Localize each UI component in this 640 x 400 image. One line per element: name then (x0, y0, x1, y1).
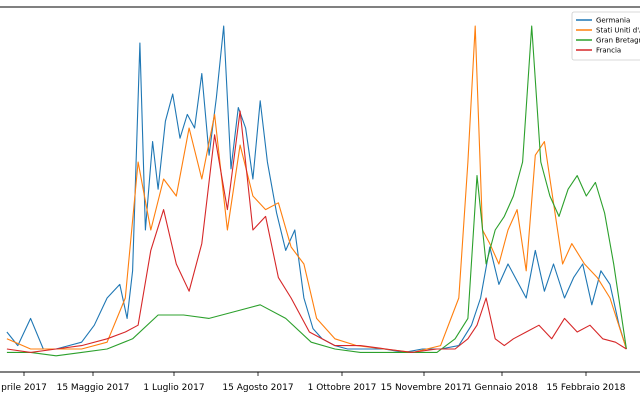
legend: Germania Stati Uniti d'America Gran Bretag… (571, 11, 640, 61)
x-tick-label: 15 Febbraio 2018 (547, 383, 626, 393)
legend-label: Germania (596, 17, 630, 25)
x-tick-label: 1 Ottobre 2017 (308, 383, 377, 393)
series-layer (6, 25, 627, 357)
x-tick-label: 15 Agosto 2017 (222, 383, 293, 393)
legend-box (571, 11, 640, 61)
series-line-4 (6, 110, 627, 353)
x-tick-label: 1 Gennaio 2018 (466, 383, 538, 393)
series-line-3 (6, 25, 627, 357)
legend-label: Gran Bretagna (596, 37, 640, 45)
x-tick-label: 15 Maggio 2017 (57, 383, 130, 393)
series-line-2 (6, 25, 627, 353)
x-tick-label: 15 Novembre 2017 (381, 383, 468, 393)
x-tick-label: prile 2017 (1, 383, 47, 393)
x-axis: prile 2017 15 Maggio 2017 1 Luglio 2017 15 … (1, 372, 626, 393)
x-tick-label: 1 Luglio 2017 (143, 383, 204, 393)
legend-label: Stati Uniti d'America (596, 27, 640, 35)
series-line-1 (6, 25, 627, 353)
plot-frame (0, 6, 640, 373)
legend-label: Francia (596, 47, 621, 55)
